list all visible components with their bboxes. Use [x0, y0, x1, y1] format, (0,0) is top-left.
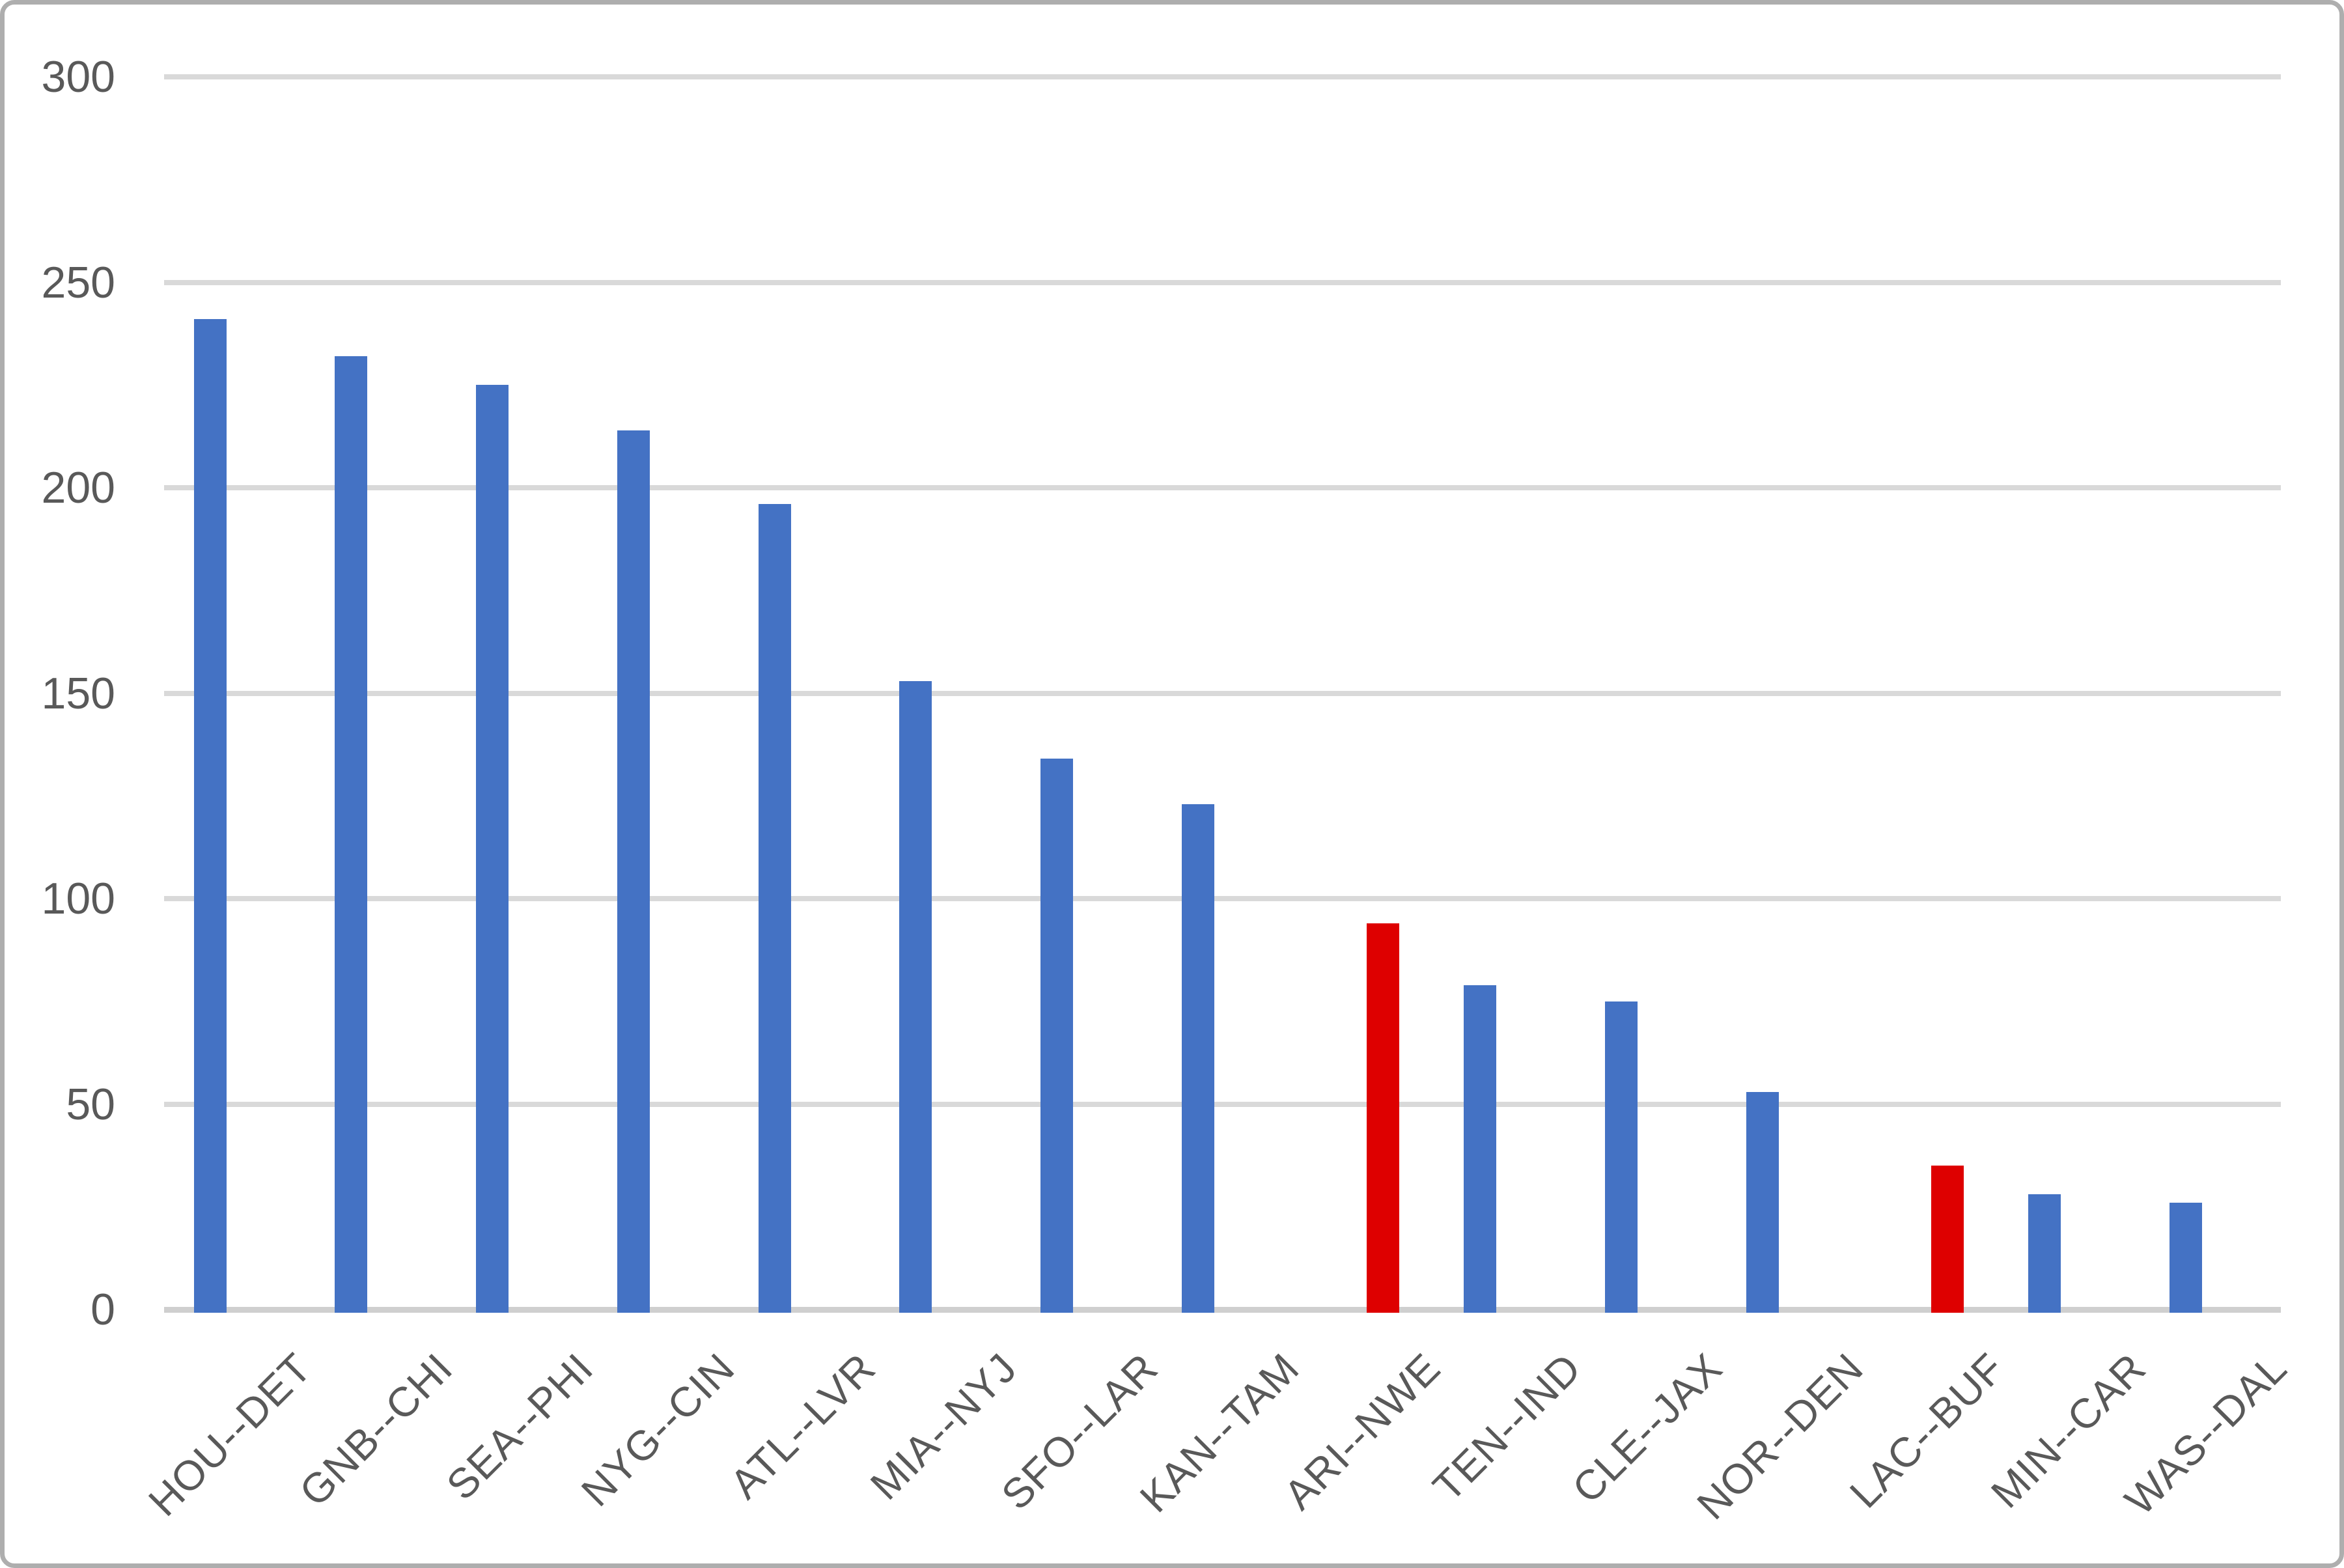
y-axis-tick-label: 50: [66, 1079, 115, 1129]
y-axis-tick-label: 0: [91, 1285, 115, 1334]
y-axis-tick-label: 300: [41, 52, 115, 102]
x-axis-line: [164, 1307, 2281, 1313]
gridline: [164, 1101, 2281, 1107]
y-axis-tick-label: 100: [41, 874, 115, 923]
highlighted-bar: [1367, 923, 1400, 1313]
bar: [899, 680, 932, 1313]
bar: [1181, 804, 1214, 1313]
bar: [1746, 1091, 1779, 1313]
y-axis-tick-label: 250: [41, 257, 115, 307]
bar: [758, 504, 791, 1313]
bar: [1605, 1001, 1638, 1313]
x-axis-category-label: NYG--CIN: [572, 1344, 744, 1516]
x-axis-category-label: HOU--DET: [139, 1344, 320, 1526]
bar: [1464, 985, 1497, 1313]
gridline: [164, 279, 2281, 285]
gridline: [164, 896, 2281, 901]
bar: [193, 319, 227, 1313]
bar: [2169, 1202, 2202, 1313]
bar: [335, 356, 368, 1313]
x-axis-category-label: LAC--BUF: [1841, 1344, 2014, 1517]
bar: [1040, 759, 1074, 1313]
bar: [2028, 1194, 2061, 1313]
highlighted-bar: [1931, 1166, 1964, 1313]
y-axis-tick-label: 200: [41, 463, 115, 512]
x-axis-category-label: ATL--LVR: [721, 1344, 885, 1508]
bar: [476, 385, 509, 1313]
gridline: [164, 690, 2281, 696]
x-axis-category-label: TEN--IND: [1424, 1344, 1591, 1511]
x-axis-category-label: GNB--CHI: [290, 1344, 462, 1516]
gridline: [164, 74, 2281, 79]
bar: [617, 430, 650, 1313]
gridline: [164, 485, 2281, 490]
y-axis-tick-label: 150: [41, 668, 115, 718]
